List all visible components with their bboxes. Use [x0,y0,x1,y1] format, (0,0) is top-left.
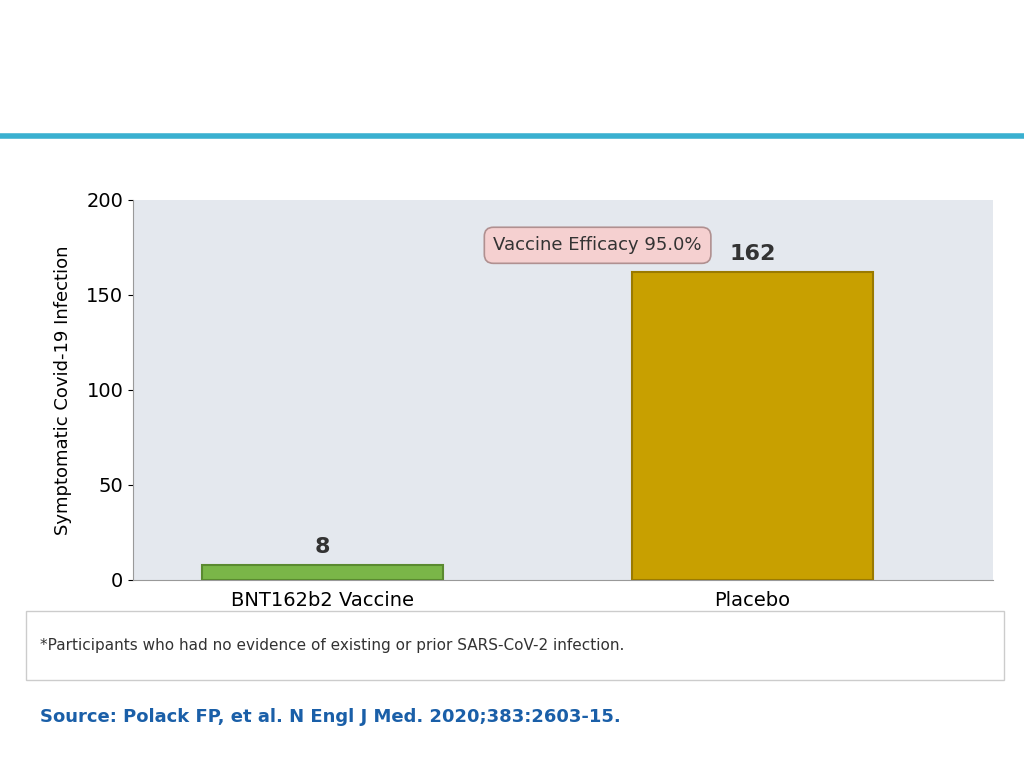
Text: 8: 8 [314,537,330,557]
Bar [202,564,442,580]
Text: Safety and Efficacy of the BNT162b2 mRNA Covid-19 Vaccine: Safety and Efficacy of the BNT162b2 mRNA… [20,23,1021,51]
Y-axis label: Symptomatic Covid-19 Infection: Symptomatic Covid-19 Infection [54,245,73,535]
Text: 162: 162 [729,244,775,264]
Text: Participants with Covid-19 After Second Dose: Participants with Covid-19 After Second … [20,79,621,105]
Text: Vaccine Efficacy 95.0%: Vaccine Efficacy 95.0% [494,237,701,254]
Text: *Covid-19  at Least 7 Days after Second Dose of BNT162b Vaccine or Placebo: *Covid-19 at Least 7 Days after Second D… [15,155,772,174]
Text: *Participants who had no evidence of existing or prior SARS-CoV-2 infection.: *Participants who had no evidence of exi… [40,637,625,653]
Bar [632,272,872,580]
Text: Source: Polack FP, et al. N Engl J Med. 2020;383:2603-15.: Source: Polack FP, et al. N Engl J Med. … [40,708,621,726]
